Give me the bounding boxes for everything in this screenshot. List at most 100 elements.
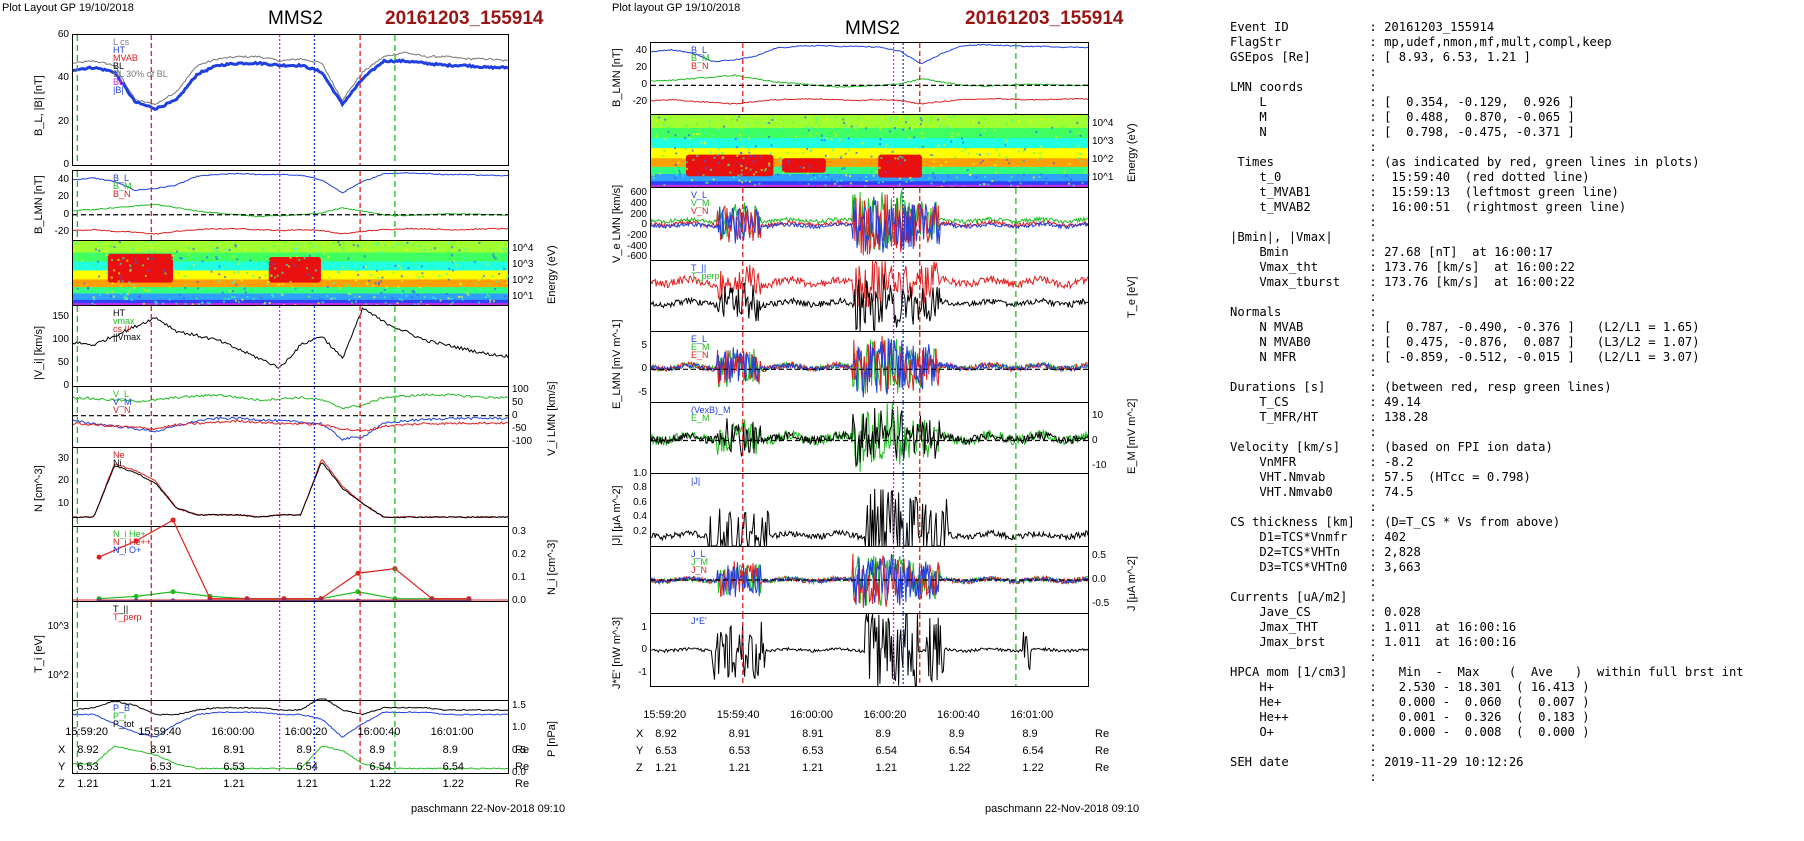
spectrogram-pixel: [743, 151, 746, 154]
series-line-bl: [73, 58, 509, 111]
spectrogram-pixel: [445, 273, 448, 276]
spectrogram-pixel: [1030, 169, 1033, 172]
spectrogram-pixel: [810, 178, 813, 181]
info-key: Normals: [1230, 305, 1370, 319]
spectrogram-pixel: [826, 173, 829, 176]
spectrogram-pixel: [424, 248, 427, 251]
spectrogram-pixel: [908, 137, 911, 140]
spectrogram-pixel: [327, 255, 330, 258]
spectrogram-pixel: [774, 169, 777, 172]
info-row: GSEpos [Re] : [ 8.93, 6.53, 1.21 ]: [1230, 50, 1744, 65]
spectrogram-pixel: [1040, 173, 1043, 176]
spectrogram-pixel: [1075, 149, 1078, 152]
info-value: :: [1369, 770, 1377, 784]
spectrogram-pixel: [487, 284, 490, 287]
spectrogram-pixel: [749, 168, 752, 171]
spectrogram-pixel: [739, 152, 742, 155]
spectrogram-pixel: [362, 266, 365, 269]
spectrogram-pixel: [810, 126, 813, 129]
legend-entry: Ne: [113, 450, 125, 460]
spectrogram-pixel: [332, 282, 335, 285]
spectrogram-pixel: [352, 243, 355, 246]
spectrogram-pixel: [231, 296, 234, 299]
spectrogram-pixel: [956, 176, 959, 179]
info-row: VHT.Nmvab : 57.5 (HTcc = 0.798): [1230, 470, 1744, 485]
spectrogram-pixel: [460, 295, 463, 298]
info-value: : [ 0.475, -0.876, 0.087 ] (L3/L2 = 1.07…: [1369, 335, 1700, 349]
spectrogram-pixel: [394, 289, 397, 292]
info-key: N MVAB: [1230, 320, 1370, 334]
y-tick-label: 0: [512, 409, 518, 421]
y-tick-label: 10^2: [47, 669, 69, 681]
spectrogram-pixel: [852, 161, 855, 164]
spectrogram-pixel: [718, 147, 721, 150]
spectrogram-pixel: [346, 302, 349, 305]
spectrogram-pixel: [849, 182, 852, 185]
spectrogram-pixel: [373, 296, 376, 299]
spectrogram-pixel: [434, 297, 437, 300]
spectrogram-pixel: [111, 290, 114, 293]
spectrogram-pixel: [798, 182, 801, 185]
y-axis-label: B_LMN [nT]: [611, 48, 623, 107]
spectrogram-pixel: [742, 157, 745, 160]
info-key: |Bmin|, |Vmax|: [1230, 230, 1370, 244]
spectrogram-pixel: [674, 147, 677, 150]
spectrogram-pixel: [798, 166, 801, 169]
spectrogram-pixel: [818, 175, 821, 178]
spectrogram-pixel: [352, 268, 355, 271]
spectrogram-pixel: [682, 163, 685, 166]
spectrogram-pixel: [326, 285, 329, 288]
spectrogram-pixel: [803, 145, 806, 148]
spectrogram-pixel: [1038, 132, 1041, 135]
spectrogram-pixel: [983, 129, 986, 132]
spectrogram-pixel: [1069, 130, 1072, 133]
y-tick-label: 20: [635, 62, 647, 74]
spectrogram-pixel: [749, 155, 752, 158]
spectrogram-pixel: [98, 249, 101, 252]
spectrogram-pixel: [135, 262, 138, 265]
spectrogram-pixel: [730, 118, 733, 121]
spectrogram-pixel: [341, 266, 344, 269]
spectrogram-pixel: [940, 185, 943, 188]
spectrogram-pixel: [74, 255, 77, 258]
spectrogram-pixel: [1010, 175, 1013, 178]
y-axis-label: T_e [eV]: [1126, 276, 1138, 319]
spectrogram-pixel: [835, 134, 838, 137]
spectrogram-pixel: [265, 302, 268, 305]
spectrogram-pixel: [191, 303, 194, 306]
info-row: :: [1230, 290, 1744, 305]
spectrogram-pixel: [482, 275, 485, 278]
info-row: :: [1230, 575, 1744, 590]
spectrogram-pixel: [348, 299, 351, 302]
spectrogram-pixel: [106, 272, 109, 275]
legend-entry: N_i He+: [113, 529, 146, 539]
coord-value: 6.53: [802, 745, 824, 757]
spectrogram-pixel: [841, 167, 844, 170]
y-tick-label: -20: [54, 226, 69, 238]
time-tick-label: 15:59:40: [716, 709, 760, 721]
coord-row-label: Z: [636, 762, 643, 774]
panel-mid-7: 1.0 0.8 0.6 0.4 0.2 |J| [μA m^-2] |J|: [611, 468, 1089, 548]
spectrogram-pixel: [122, 257, 125, 260]
info-row: HPCA mom [1/cm3] : Min - Max ( Ave ) wit…: [1230, 665, 1744, 680]
spectrogram-pixel: [413, 303, 416, 306]
coord-unit: Re: [1095, 728, 1110, 740]
coord-value: 1.22: [948, 762, 971, 774]
spectrogram-pixel: [76, 246, 79, 249]
legend-entry: J_L: [691, 549, 706, 559]
y-tick-label: 40: [635, 45, 647, 57]
coord-unit: Re: [1095, 745, 1110, 757]
spectrogram-pixel: [113, 246, 116, 249]
info-value: :: [1369, 650, 1377, 664]
spectrogram-pixel: [870, 155, 873, 158]
spectrogram-pixel: [118, 241, 121, 244]
info-row: N MVAB0 : [ 0.475, -0.876, 0.087 ] (L3/L…: [1230, 335, 1744, 350]
spectrogram-pixel: [74, 242, 77, 245]
panel-mid-6: 10 0 -10 E_M [mV m^-2] (VexB)_M E_M: [650, 399, 1138, 474]
spectrogram-pixel: [458, 295, 461, 298]
spectrogram-pixel: [426, 290, 429, 293]
spectrogram-pixel: [498, 272, 501, 275]
spectrogram-pixel: [399, 267, 402, 270]
info-key: N MVAB0: [1230, 335, 1370, 349]
spectrogram-pixel: [206, 256, 209, 259]
